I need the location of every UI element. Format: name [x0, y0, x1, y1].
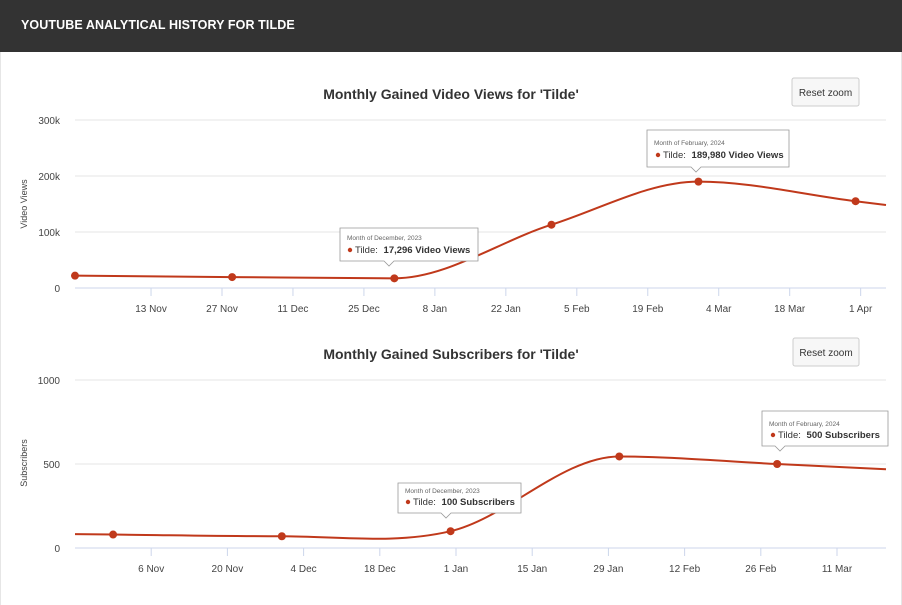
subscribers-x-tick-label: 6 Nov — [138, 564, 164, 575]
subscribers-y-tick-label: 500 — [43, 460, 60, 471]
subscribers-tooltip: Month of February, 2024 Tilde: 500 Subsc… — [761, 410, 889, 452]
subscribers-tooltip2-date: Month of December, 2023 — [405, 488, 480, 495]
subscribers-tooltip2-value: 100 Subscribers — [442, 497, 515, 508]
views-data-point[interactable] — [71, 271, 79, 280]
views-tooltip-series: Tilde: — [663, 150, 686, 161]
subscribers-points — [109, 452, 782, 541]
subscribers-data-point[interactable] — [615, 452, 624, 461]
svg-text:Tilde: 189,980 Video V: Tilde: 189,980 Video Views — [663, 150, 784, 161]
views-series-line — [74, 180, 887, 280]
views-x-tick-label: 1 Apr — [849, 304, 873, 315]
subscribers-tooltip-december: Month of December, 2023 Tilde: 100 Subsc… — [397, 482, 522, 519]
subscribers-y-ticks: 0 500 1000 — [38, 376, 61, 555]
views-tooltip2-marker — [347, 247, 353, 253]
views-x-tick-label: 4 Mar — [706, 304, 732, 315]
views-gridlines — [75, 119, 886, 289]
views-data-point[interactable] — [694, 177, 703, 186]
subscribers-data-point[interactable] — [773, 460, 782, 468]
subscribers-chart: Monthly Gained Subscribers for 'Tilde' R… — [19, 337, 889, 575]
views-tooltip-december: Month of December, 2023 Tilde: 17,296 Vi… — [339, 227, 479, 267]
views-data-point[interactable] — [547, 220, 556, 229]
views-data-point[interactable] — [390, 274, 399, 283]
subscribers-y-axis-title: Subscribers — [19, 439, 29, 487]
subscribers-x-tick-label: 1 Jan — [444, 564, 468, 575]
views-x-tick-label: 19 Feb — [632, 304, 664, 315]
views-x-tick-label: 11 Dec — [277, 304, 308, 315]
views-tooltip2-series: Tilde: — [355, 245, 378, 256]
views-points — [71, 177, 860, 283]
views-x-tick-label: 27 Nov — [206, 304, 238, 315]
views-y-tick-label: 200k — [38, 172, 61, 183]
subscribers-tooltip-value: 500 Subscribers — [807, 430, 880, 441]
views-data-point[interactable] — [228, 273, 237, 282]
subscribers-x-tick-label: 20 Nov — [212, 564, 244, 575]
views-reset-zoom-label: Reset zoom — [799, 88, 852, 99]
svg-text:Tilde: 100 Subscribers: Tilde: 100 Subscribers — [413, 497, 515, 508]
views-x-tick-label: 22 Jan — [491, 304, 521, 315]
subscribers-chart-title: Monthly Gained Subscribers for 'Tilde' — [323, 346, 578, 362]
views-data-point[interactable] — [851, 197, 860, 206]
subscribers-tooltip-series: Tilde: — [778, 430, 801, 441]
views-chart: Monthly Gained Video Views for 'Tilde' R… — [19, 77, 887, 315]
subscribers-reset-zoom-label: Reset zoom — [799, 348, 852, 359]
svg-text:Tilde: 500 Subscribers: Tilde: 500 Subscribers — [778, 430, 880, 441]
subscribers-x-tick-label: 11 Mar — [822, 564, 853, 575]
views-x-ticks: 13 Nov 27 Nov 11 Dec 25 Dec 8 Jan 22 Jan 5 Feb… — [135, 288, 873, 315]
views-tooltip2-value: 17,296 Video Views — [384, 245, 471, 256]
subscribers-tooltip-marker — [770, 432, 776, 438]
views-x-tick-label: 13 Nov — [135, 304, 167, 315]
subscribers-data-point[interactable] — [446, 527, 455, 536]
views-tooltip: Month of February, 2024 Tilde: 189,980 V… — [646, 129, 790, 173]
subscribers-x-tick-label: 12 Feb — [669, 564, 701, 575]
subscribers-x-tick-label: 18 Dec — [364, 564, 396, 575]
views-y-tick-label: 300k — [38, 116, 61, 127]
views-x-tick-label: 5 Feb — [564, 304, 590, 315]
views-y-axis-title: Video Views — [19, 179, 29, 229]
views-tooltip-value: 189,980 Video Views — [692, 150, 784, 161]
page-title: YOUTUBE ANALYTICAL HISTORY FOR TILDE — [21, 18, 295, 32]
app-header: YOUTUBE ANALYTICAL HISTORY FOR TILDE — [0, 0, 902, 52]
subscribers-reset-zoom-button[interactable]: Reset zoom — [792, 337, 860, 367]
subscribers-x-ticks: 6 Nov 20 Nov 4 Dec 18 Dec 1 Jan 15 Jan 29 Jan 1… — [138, 548, 853, 575]
subscribers-data-point[interactable] — [277, 532, 286, 541]
subscribers-tooltip-date: Month of February, 2024 — [769, 421, 840, 428]
views-tooltip-date: Month of February, 2024 — [654, 140, 725, 147]
views-chart-title: Monthly Gained Video Views for 'Tilde' — [323, 86, 579, 102]
subscribers-y-tick-label: 0 — [54, 544, 60, 555]
views-x-tick-label: 25 Dec — [348, 304, 380, 315]
views-tooltip-marker — [655, 152, 661, 158]
subscribers-gridlines — [75, 379, 886, 549]
views-reset-zoom-button[interactable]: Reset zoom — [791, 77, 860, 107]
subscribers-data-point[interactable] — [109, 530, 118, 539]
subscribers-x-tick-label: 4 Dec — [291, 564, 317, 575]
svg-text:Tilde: 17,296 Video Vi: Tilde: 17,296 Video Views — [355, 245, 470, 256]
subscribers-y-tick-label: 1000 — [38, 376, 61, 387]
subscribers-x-tick-label: 15 Jan — [517, 564, 547, 575]
subscribers-x-tick-label: 29 Jan — [593, 564, 623, 575]
subscribers-x-tick-label: 26 Feb — [745, 564, 777, 575]
views-tooltip2-date: Month of December, 2023 — [347, 235, 422, 242]
views-x-tick-label: 8 Jan — [423, 304, 447, 315]
subscribers-tooltip2-marker — [405, 499, 411, 505]
views-y-ticks: 0 100k 200k 300k — [38, 116, 61, 295]
subscribers-tooltip2-series: Tilde: — [413, 497, 436, 508]
views-x-tick-label: 18 Mar — [774, 304, 806, 315]
views-y-tick-label: 100k — [38, 228, 61, 239]
views-y-tick-label: 0 — [54, 284, 60, 295]
views-series — [74, 180, 887, 280]
